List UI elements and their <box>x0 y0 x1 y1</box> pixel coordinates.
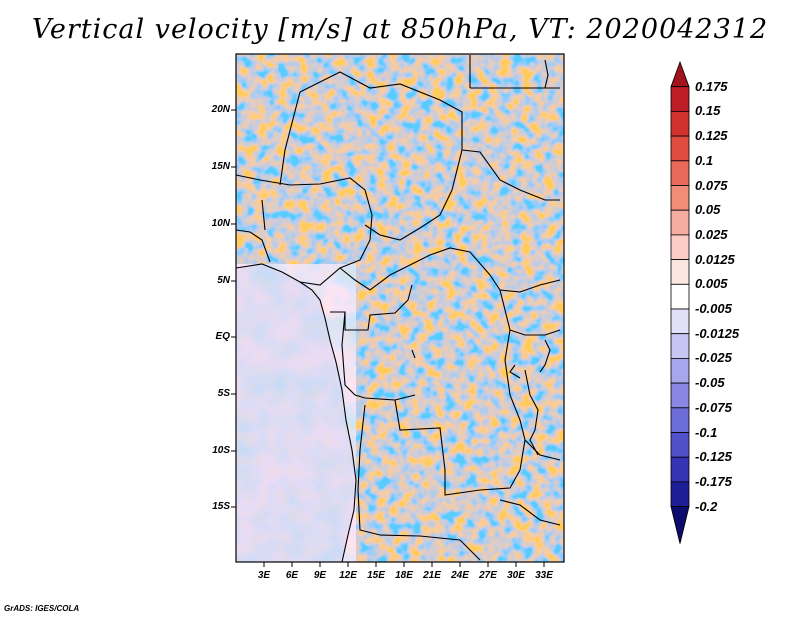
lon-label: 18E <box>395 570 413 581</box>
colorbar-box <box>670 333 690 359</box>
plot-title: Vertical velocity [m/s] at 850hPa, VT: 2… <box>31 14 769 45</box>
colorbar-box <box>670 135 690 162</box>
lat-label: EQ <box>215 331 230 342</box>
colorbar-box <box>670 234 690 260</box>
colorbar-box <box>670 407 690 433</box>
lon-label: 3E <box>257 570 271 581</box>
colorbar-box <box>670 308 690 335</box>
colorbar-box <box>670 382 690 409</box>
axis-ticks <box>231 109 545 567</box>
lon-label: 33E <box>535 570 553 581</box>
lon-label: 6E <box>285 570 299 581</box>
lon-label: 24E <box>451 570 469 581</box>
colorbar-box <box>670 185 690 211</box>
colorbar-label: 0.1 <box>695 152 714 168</box>
colorbar-label: -0.125 <box>695 449 732 465</box>
lat-label: 10N <box>211 218 230 229</box>
lon-label: 12E <box>339 570 357 581</box>
colorbar-label: -0.075 <box>695 399 732 415</box>
lon-label: 9E <box>313 570 327 581</box>
colorbar-box <box>670 283 690 310</box>
colorbar-box <box>670 432 690 458</box>
lon-label: 21E <box>423 570 441 581</box>
lat-label: 15N <box>211 161 230 172</box>
colorbar-label: -0.025 <box>695 350 732 366</box>
colorbar-box <box>670 160 690 186</box>
colorbar-label: 0.15 <box>695 103 721 119</box>
colorbar-top-arrow <box>670 60 690 88</box>
lat-label: 20N <box>211 104 230 115</box>
country-borders <box>236 55 561 562</box>
colorbar-label: -0.1 <box>695 424 718 440</box>
colorbar-box <box>670 259 690 285</box>
lon-label: 30E <box>507 570 525 581</box>
plot-frame <box>235 53 565 563</box>
colorbar-label: 0.0125 <box>695 251 735 267</box>
colorbar-label: 0.075 <box>695 177 728 193</box>
credit-text: GrADS: IGES/COLA <box>4 604 80 613</box>
colorbar-box <box>670 481 690 507</box>
lon-label: 27E <box>479 570 497 581</box>
colorbar-bottom-arrow <box>670 506 690 544</box>
lat-label: 15S <box>212 501 230 512</box>
colorbar-box <box>670 86 690 112</box>
colorbar-label: -0.2 <box>695 498 718 514</box>
colorbar-label: 0.175 <box>695 78 728 94</box>
colorbar-box <box>670 111 690 137</box>
colorbar-label: 0.025 <box>695 226 728 242</box>
colorbar-label: 0.05 <box>695 202 721 218</box>
lon-label: 15E <box>367 570 385 581</box>
colorbar-label: -0.05 <box>695 375 725 391</box>
colorbar-label: -0.0125 <box>695 325 740 341</box>
colorbar-label: 0.005 <box>695 276 728 292</box>
lat-label: 5S <box>217 388 230 399</box>
colorbar-box <box>670 357 690 384</box>
lat-label: 10S <box>212 445 230 456</box>
colorbar-label: -0.175 <box>695 473 732 489</box>
colorbar-box <box>670 209 690 236</box>
colorbar-label: -0.005 <box>695 301 732 316</box>
lat-label: 5N <box>217 275 230 286</box>
colorbar-label: 0.125 <box>695 128 728 144</box>
colorbar <box>670 60 690 544</box>
colorbar-box <box>670 456 690 483</box>
